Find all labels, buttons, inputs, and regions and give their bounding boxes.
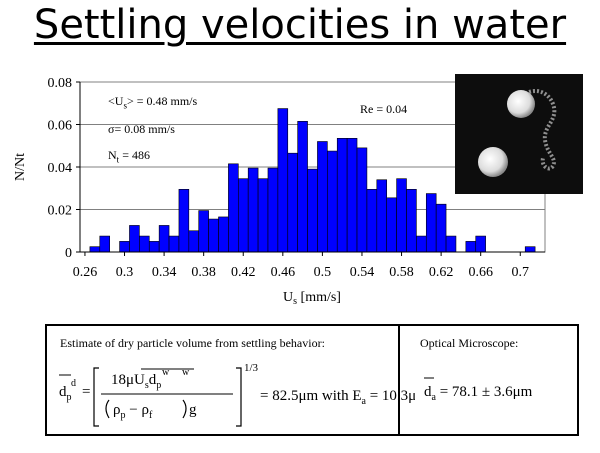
x-tick-label: 0.38 [191, 265, 216, 280]
optical-label: Optical Microscope: [420, 336, 519, 350]
optical-formula: da = 78.1 ± 3.6μm [424, 377, 533, 403]
x-tick-labels: 0.26 0.3 0.34 0.38 0.42 0.46 0.5 0.54 0.58 0.62 0.… [73, 252, 529, 280]
svg-text:da = 78.1 ± 3.6μm: da = 78.1 ± 3.6μm [424, 384, 533, 403]
x-tick-label: 0.58 [389, 265, 414, 280]
y-tick-label: 0.04 [48, 161, 73, 176]
svg-text:=: = [82, 384, 90, 400]
histogram-bar [178, 189, 190, 253]
mean-suffix: > = 0.48 mm/s [126, 94, 198, 108]
info-box [45, 324, 579, 436]
histogram-bar [376, 179, 388, 253]
histogram-bar [277, 108, 289, 253]
estimate-formula: dp d = 18μUsdp w w ρp − ρf g 1/3 = 82.5μ… [59, 362, 415, 427]
x-axis-label-main: U [283, 290, 293, 305]
histogram-bar [158, 225, 170, 253]
histogram-bar [237, 178, 249, 253]
histogram-bar [406, 189, 417, 253]
formula-result: = 82.5μm with Ea = 10.3μm [260, 388, 415, 407]
y-tick-label: 0.08 [48, 76, 73, 91]
microscope-image [455, 74, 583, 194]
histogram-bar [425, 193, 437, 253]
histogram-bar [317, 141, 328, 253]
mean-sub: s [123, 100, 127, 111]
formula-exponent: 1/3 [244, 362, 259, 374]
x-tick-label: 0.7 [512, 265, 530, 280]
x-tick-label: 0.5 [314, 265, 332, 280]
histogram-bar [228, 163, 239, 253]
formula-g: g [189, 402, 197, 418]
histogram-bar [188, 230, 200, 253]
y-axis-label: N/Nt [13, 153, 28, 181]
x-axis-label: Us [mm/s] [283, 290, 341, 307]
histogram-bars [89, 108, 536, 253]
count-main: N [108, 148, 117, 162]
x-tick-label: 0.26 [73, 265, 98, 280]
count-annotation: Nt = 486 [108, 148, 150, 164]
formula-lhs-sup: d [71, 378, 76, 389]
microscope-image-drawing [478, 89, 557, 177]
formula-denominator: ρp − ρf [113, 402, 153, 421]
histogram-bar [139, 235, 150, 253]
mean-velocity-annotation: <Us> = 0.48 mm/s [108, 94, 197, 110]
estimate-description: Estimate of dry particle volume from set… [60, 336, 325, 350]
x-tick-label: 0.54 [350, 265, 375, 280]
particle-upper [507, 90, 535, 118]
x-tick-label: 0.46 [271, 265, 296, 280]
histogram-bar [148, 241, 160, 253]
x-tick-label: 0.3 [116, 265, 134, 280]
particle-lower [478, 147, 508, 177]
histogram-bar [297, 121, 308, 253]
histogram-bar [366, 189, 378, 253]
mean-prefix: <U [108, 94, 124, 108]
histogram-bar [168, 235, 180, 253]
histogram-bar [198, 210, 209, 253]
count-sub: t [116, 154, 120, 165]
x-axis-label-unit: [mm/s] [297, 290, 341, 305]
sigma-annotation: σ= 0.08 mm/s [108, 122, 175, 136]
histogram-bar [346, 138, 358, 253]
histogram-bar [336, 138, 348, 253]
formula-numerator: 18μUsdp [111, 372, 161, 391]
histogram-bar [287, 152, 298, 253]
y-tick-label: 0.06 [48, 119, 73, 134]
info-divider [398, 324, 400, 436]
page-title: Settling velocities in water [33, 2, 567, 48]
histogram-bar [356, 147, 368, 253]
y-tick-labels: 0 0.02 0.04 0.06 0.08 [48, 76, 80, 261]
histogram-bar [465, 241, 477, 253]
histogram-bar [129, 225, 140, 253]
formula-num-sup-d: w [182, 367, 190, 378]
y-tick-label: 0.02 [48, 204, 73, 219]
x-tick-label: 0.42 [231, 265, 256, 280]
histogram-bar [247, 167, 259, 253]
histogram-bar [119, 241, 130, 253]
histogram-bar [435, 203, 447, 253]
histogram-bar [386, 197, 397, 253]
bead-chain [515, 89, 557, 171]
histogram-bar [524, 246, 536, 253]
histogram-bar [475, 235, 486, 253]
histogram-bar [267, 167, 279, 253]
count-suffix: = 486 [119, 148, 150, 162]
x-tick-label: 0.66 [468, 265, 493, 280]
reynolds-annotation: Re = 0.04 [360, 102, 408, 116]
histogram-bar [208, 218, 219, 253]
y-tick-label: 0 [65, 246, 72, 261]
histogram-bar [396, 178, 407, 253]
histogram-bar [218, 216, 229, 253]
x-tick-label: 0.34 [152, 265, 177, 280]
histogram-bar [99, 235, 110, 253]
histogram-chart: 0.26 0.3 0.34 0.38 0.42 0.46 0.5 0.54 0.58 0.62 0.… [13, 76, 546, 307]
x-tick-label: 0.62 [429, 265, 454, 280]
histogram-bar [89, 246, 101, 253]
histogram-bar [327, 150, 338, 253]
histogram-bar [416, 235, 427, 253]
x-axis-label-sub: s [293, 296, 297, 307]
formula-lhs: dp [59, 384, 72, 403]
formula-num-sup-u: w [162, 367, 170, 378]
histogram-bar [307, 168, 318, 253]
histogram-bar [257, 178, 269, 253]
histogram-bar [445, 235, 457, 253]
